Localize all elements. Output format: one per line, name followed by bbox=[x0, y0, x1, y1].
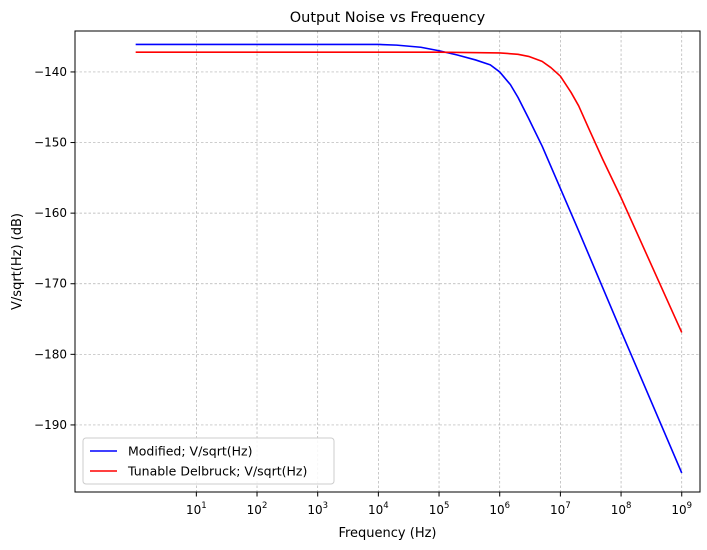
y-tick-label: −160 bbox=[34, 206, 67, 220]
y-tick-label: −150 bbox=[34, 136, 67, 150]
x-tick-label: 109 bbox=[671, 501, 692, 517]
series-line-1 bbox=[135, 43, 683, 474]
series-lines bbox=[135, 43, 683, 474]
grid-lines bbox=[75, 31, 700, 492]
x-tick-label: 104 bbox=[368, 501, 389, 517]
x-tick-label: 102 bbox=[247, 501, 268, 517]
x-tick-label: 108 bbox=[611, 501, 632, 517]
y-tick-label: −140 bbox=[34, 65, 67, 79]
chart-title: Output Noise vs Frequency bbox=[290, 10, 486, 26]
x-tick-label: 106 bbox=[489, 501, 510, 517]
legend-label: Tunable Delbruck; V/sqrt(Hz) bbox=[127, 464, 307, 479]
y-tick-label: −170 bbox=[34, 277, 67, 291]
axis-ticks: 101 102 103 104 105 106 107 108 109 −140 −150 −160 −… bbox=[34, 65, 692, 517]
y-tick-label: −190 bbox=[34, 418, 67, 432]
legend-box bbox=[82, 437, 335, 485]
plot-area bbox=[75, 31, 700, 492]
x-tick-label: 107 bbox=[550, 501, 571, 517]
y-tick-label: −180 bbox=[34, 347, 67, 361]
x-tick-label: 105 bbox=[429, 501, 450, 517]
legend-label: Modified; V/sqrt(Hz) bbox=[128, 444, 253, 459]
x-tick-label: 101 bbox=[186, 501, 207, 517]
series-line-2 bbox=[135, 51, 683, 333]
legend: Modified; V/sqrt(Hz) Tunable Delbruck; V/… bbox=[82, 437, 335, 485]
x-tick-label: 103 bbox=[307, 501, 328, 517]
x-axis-label: Frequency (Hz) bbox=[338, 526, 436, 541]
plot-frame bbox=[74, 30, 701, 493]
y-axis-label: V/sqrt(Hz) (dB) bbox=[10, 213, 25, 310]
